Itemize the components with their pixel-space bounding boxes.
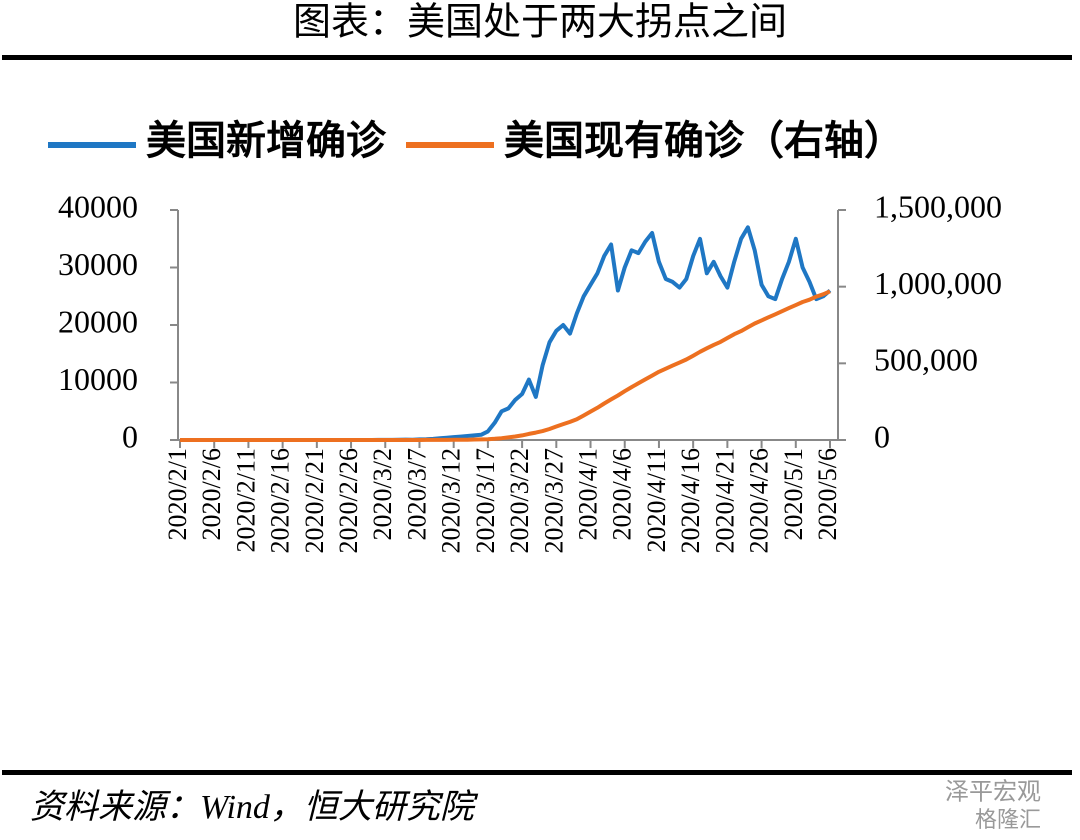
x-tick-label: 2020/2/16 [266,448,295,553]
x-tick-label: 2020/4/1 [573,448,602,540]
bottom-rule [2,770,1072,775]
y2-tick-label: 0 [874,418,890,454]
x-tick-label: 2020/2/26 [334,448,363,553]
chart-title: 图表：美国处于两大拐点之间 [293,2,787,44]
x-tick-label: 2020/3/22 [505,448,534,553]
y2-tick-label: 1,000,000 [874,265,1002,301]
y2-tick-label: 1,500,000 [874,188,1002,224]
x-tick-label: 2020/3/27 [539,448,568,553]
y-tick-label: 0 [122,418,138,454]
x-tick-label: 2020/2/11 [231,448,260,552]
x-tick-label: 2020/5/1 [779,448,808,540]
watermark: 泽平宏观 [945,779,1041,806]
x-tick-label: 2020/4/26 [745,448,774,553]
y-tick-label: 20000 [58,303,138,339]
y-tick-label: 10000 [58,361,138,397]
x-tick-label: 2020/3/7 [402,448,431,540]
x-tick-label: 2020/3/17 [471,448,500,553]
top-rule [2,55,1072,60]
x-tick-label: 2020/4/21 [710,448,739,553]
series-line [180,289,831,442]
source: 资料来源：Wind，恒大研究院 [30,789,479,826]
watermark: 格隆汇 [975,807,1041,832]
x-tick-label: 2020/3/12 [437,448,466,553]
y-tick-label: 30000 [58,246,138,282]
y-tick-label: 40000 [58,188,138,224]
x-tick-label: 2020/2/1 [163,448,192,540]
x-tick-label: 2020/4/11 [642,448,671,552]
x-tick-label: 2020/2/21 [300,448,329,553]
y2-tick-label: 500,000 [874,342,978,378]
x-tick-label: 2020/4/6 [608,448,637,540]
legend-label: 美国现有确诊（右轴） [504,118,904,163]
legend-label: 美国新增确诊 [146,118,387,163]
x-tick-label: 2020/5/6 [813,448,842,540]
x-tick-label: 2020/3/2 [368,448,397,540]
x-tick-label: 2020/2/6 [197,448,226,540]
x-tick-label: 2020/4/16 [676,448,705,553]
